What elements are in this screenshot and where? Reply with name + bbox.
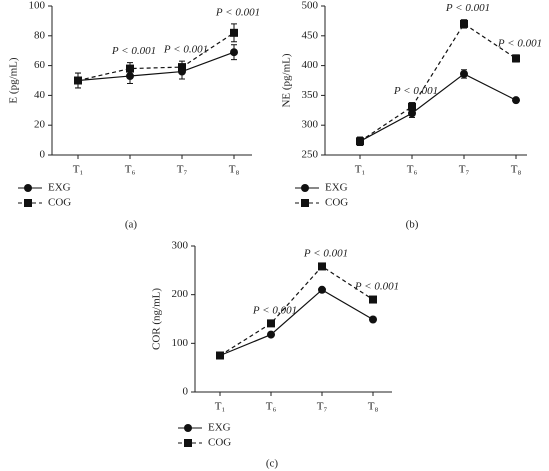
series-line: [219, 265, 374, 357]
point: [178, 63, 186, 72]
y-tick-label: 300: [172, 240, 189, 252]
point: [126, 72, 134, 81]
point: [356, 137, 364, 146]
y-tick-label: 60: [34, 59, 46, 71]
x-tick-label: T₈: [368, 401, 379, 413]
legend-marker: [301, 199, 309, 207]
series-line: [359, 73, 517, 142]
series-line: [219, 289, 374, 357]
legend-marker: [24, 184, 32, 192]
point: [318, 262, 326, 271]
x-tick-label: T₁: [73, 164, 84, 176]
y-axis-label: E (pg/mL): [8, 57, 20, 103]
annotation: P < 0.001: [445, 2, 490, 14]
series-line: [77, 32, 235, 82]
point: [369, 315, 377, 324]
y-axis-label: COR (ng/mL): [151, 288, 163, 350]
y-tick-label: 100: [172, 337, 189, 349]
caption: (c): [266, 458, 279, 470]
series-line: [359, 23, 517, 142]
legend-marker: [184, 439, 192, 447]
x-tick-label: T₈: [229, 164, 240, 176]
annotation: P < 0.001: [252, 304, 297, 316]
legend-label: COG: [48, 197, 71, 209]
x-tick-label: T₁: [215, 401, 226, 413]
annotation: P < 0.001: [163, 44, 208, 56]
point: [74, 76, 82, 85]
y-tick-label: 300: [302, 119, 319, 131]
point: [369, 295, 377, 304]
legend-marker: [184, 424, 192, 432]
y-tick-label: 350: [302, 89, 319, 101]
x-tick-label: T₇: [317, 401, 328, 413]
legend-label: EXG: [325, 182, 348, 194]
y-tick-label: 250: [302, 149, 319, 161]
x-tick-label: T₆: [266, 401, 277, 413]
point: [267, 319, 275, 328]
caption: (a): [125, 219, 138, 231]
y-tick-label: 500: [302, 0, 319, 12]
legend-marker: [301, 184, 309, 192]
annotation: P < 0.001: [215, 6, 260, 18]
point: [318, 285, 326, 294]
legend-label: EXG: [208, 422, 231, 434]
point: [460, 19, 468, 28]
caption: (b): [406, 219, 419, 231]
point: [460, 69, 468, 78]
point: [230, 48, 238, 57]
y-tick-label: 0: [183, 386, 189, 398]
point: [126, 64, 134, 73]
legend-marker: [24, 199, 32, 207]
y-tick-label: 450: [302, 29, 319, 41]
x-tick-label: T₈: [511, 164, 522, 176]
y-tick-label: 0: [40, 149, 46, 161]
legend-label: COG: [208, 437, 231, 449]
x-tick-label: T₇: [177, 164, 188, 176]
point: [216, 351, 224, 360]
y-tick-label: 400: [302, 59, 319, 71]
point: [512, 54, 520, 63]
annotation: P < 0.001: [393, 85, 438, 97]
y-tick-label: 80: [34, 29, 46, 41]
annotation: P < 0.001: [354, 281, 399, 293]
x-tick-label: T₁: [355, 164, 366, 176]
x-tick-label: T₆: [407, 164, 418, 176]
y-tick-label: 40: [34, 89, 46, 101]
y-tick-label: 20: [34, 119, 46, 131]
point: [267, 330, 275, 339]
y-axis-label: NE (pg/mL): [281, 53, 293, 107]
annotation: P < 0.001: [497, 37, 542, 49]
point: [230, 28, 238, 37]
point: [512, 96, 520, 105]
x-tick-label: T₇: [459, 164, 470, 176]
legend-label: EXG: [48, 182, 71, 194]
annotation: P < 0.001: [111, 45, 156, 57]
y-tick-label: 100: [29, 0, 46, 12]
legend-label: COG: [325, 197, 348, 209]
annotation: P < 0.001: [303, 248, 348, 260]
series-line: [77, 51, 235, 82]
y-tick-label: 200: [172, 288, 189, 300]
point: [408, 102, 416, 111]
x-tick-label: T₆: [125, 164, 136, 176]
